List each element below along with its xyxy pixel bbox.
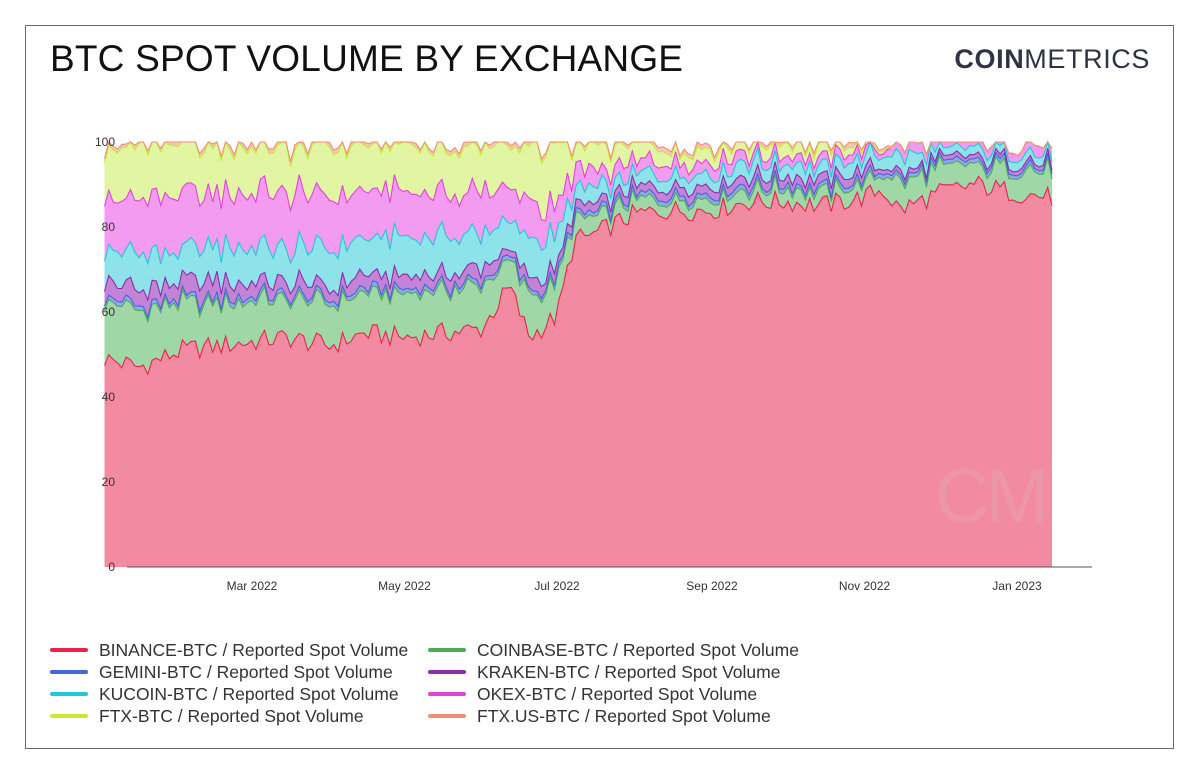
x-tick-label: Nov 2022 [839,579,891,593]
legend-swatch [50,670,88,674]
legend-swatch [428,670,466,674]
legend-label: FTX.US-BTC / Reported Spot Volume [477,705,771,726]
y-axis: 0 20 40 60 80 100 [95,135,1092,574]
y-tick-label: 0 [108,560,115,574]
logo-light-text: METRICS [1024,44,1150,74]
x-tick-label: Mar 2022 [227,579,278,593]
area-coinbase-btc [104,155,1052,375]
x-tick-label: May 2022 [378,579,431,593]
legend-label: KRAKEN-BTC / Reported Spot Volume [477,661,781,682]
legend-label: COINBASE-BTC / Reported Spot Volume [477,639,799,660]
y-tick-label: 60 [102,305,116,319]
x-tick-label: Jan 2023 [992,579,1042,593]
legend-swatch [50,714,88,718]
area-layers [104,142,1052,567]
legend-item[interactable]: OKEX-BTC / Reported Spot Volume [428,683,848,705]
legend-swatch [50,648,88,652]
watermark-logo: CM [935,454,1045,539]
legend-label: FTX-BTC / Reported Spot Volume [99,705,364,726]
y-tick-label: 40 [102,390,116,404]
y-tick-label: 80 [102,220,116,234]
legend-label: OKEX-BTC / Reported Spot Volume [477,683,758,704]
line-ftx-us-btc [103,140,1053,162]
line-gemini-btc [103,150,1053,320]
legend-swatch [428,714,466,718]
legend-item[interactable]: KUCOIN-BTC / Reported Spot Volume [50,683,428,705]
line-binance-btc [103,175,1053,376]
x-axis: Mar 2022 May 2022 Jul 2022 Sep 2022 Nov 2022… [227,579,1042,593]
legend-item[interactable]: COINBASE-BTC / Reported Spot Volume [428,639,848,661]
legend-item[interactable]: FTX-BTC / Reported Spot Volume [50,705,428,727]
line-kucoin-btc [103,139,1053,266]
y-tick-label: 20 [102,475,116,489]
line-kraken-btc [103,147,1053,302]
legend-label: GEMINI-BTC / Reported Spot Volume [99,661,393,682]
legend-swatch [428,648,466,652]
coin-metrics-logo: COINMETRICS [954,44,1150,75]
area-gemini-btc [104,152,1052,322]
legend-item[interactable]: BINANCE-BTC / Reported Spot Volume [50,639,428,661]
area-ftx-btc [104,142,1052,221]
legend-label: KUCOIN-BTC / Reported Spot Volume [99,683,399,704]
logo-bold-text: COIN [954,44,1025,74]
legend-swatch [50,692,88,696]
x-tick-label: Sep 2022 [686,579,738,593]
legend-item[interactable]: KRAKEN-BTC / Reported Spot Volume [428,661,848,683]
chart-title: BTC SPOT VOLUME BY EXCHANGE [50,38,684,79]
y-tick-label: 100 [95,135,115,149]
area-binance-btc [104,176,1052,567]
legend-swatch [428,692,466,696]
legend-item[interactable]: FTX.US-BTC / Reported Spot Volume [428,705,848,727]
legend-label: BINANCE-BTC / Reported Spot Volume [99,639,409,660]
series-lines [103,139,1053,376]
line-coinbase-btc [103,154,1053,324]
legend: BINANCE-BTC / Reported Spot Volume COINBA… [50,639,870,727]
legend-item[interactable]: GEMINI-BTC / Reported Spot Volume [50,661,428,683]
x-tick-label: Jul 2022 [534,579,580,593]
